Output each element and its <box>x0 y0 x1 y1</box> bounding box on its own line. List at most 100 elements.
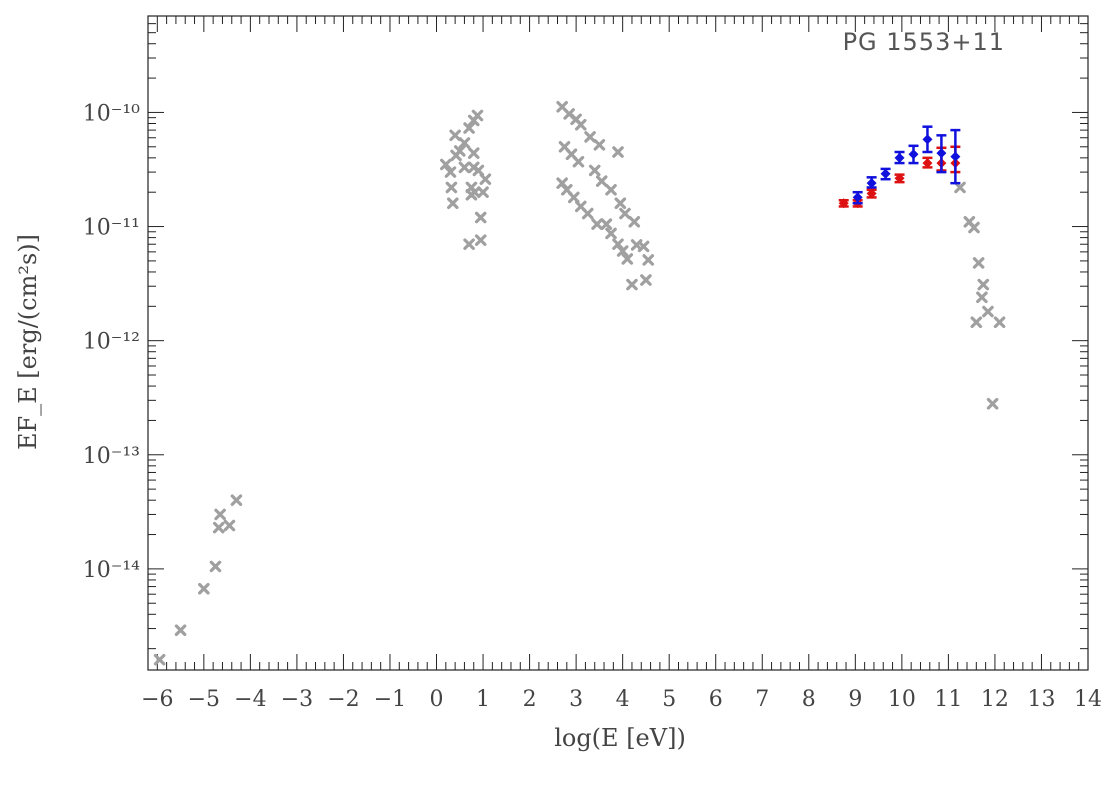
data-point <box>612 146 624 158</box>
data-point <box>174 624 187 637</box>
data-point <box>986 397 999 410</box>
data-point <box>468 186 481 198</box>
data-point <box>153 653 166 666</box>
x-axis-label: log(E [eV]) <box>554 724 686 752</box>
data-point <box>223 519 236 532</box>
x-tick-label: 1 <box>476 687 490 712</box>
data-point <box>471 109 484 122</box>
data-point <box>637 240 650 253</box>
data-point <box>936 134 947 174</box>
data-point <box>621 253 634 265</box>
data-point <box>977 278 990 291</box>
x-tick-label: 7 <box>755 687 769 712</box>
data-point <box>922 156 933 169</box>
data-point <box>894 150 905 165</box>
data-point <box>453 145 466 157</box>
y-tick-label: 10⁻¹³ <box>83 444 140 469</box>
data-point <box>591 218 603 230</box>
data-point <box>628 216 641 228</box>
data-point <box>972 257 985 269</box>
x-tick-label: −3 <box>281 687 313 712</box>
data-point <box>976 291 988 304</box>
data-point <box>479 173 492 185</box>
data-point <box>463 122 475 134</box>
data-point <box>908 144 919 165</box>
data-point <box>852 190 863 205</box>
y-tick-label: 10⁻¹¹ <box>83 216 140 241</box>
data-point <box>567 191 580 204</box>
series-2 <box>852 125 961 205</box>
plot-frame <box>147 15 1089 671</box>
data-point <box>467 147 480 159</box>
x-tick-label: 9 <box>848 687 862 712</box>
data-point <box>440 158 452 171</box>
x-tick-label: 2 <box>523 687 537 712</box>
data-point <box>477 186 489 198</box>
data-point <box>968 221 980 234</box>
x-tick-label: 3 <box>569 687 583 712</box>
data-point <box>584 131 596 143</box>
data-point <box>449 129 461 142</box>
data-point <box>880 167 891 181</box>
data-point <box>472 164 485 177</box>
data-point <box>982 305 994 318</box>
data-point <box>572 155 585 168</box>
data-point <box>474 234 487 246</box>
series-0 <box>153 101 1006 666</box>
data-point <box>838 198 849 209</box>
x-tick-label: −5 <box>188 687 220 712</box>
x-tick-label: 14 <box>1074 687 1102 712</box>
data-point <box>950 128 961 185</box>
data-point <box>894 173 905 184</box>
x-axis-ticks: −6 −5 −4 −3 −2 −1 0 1 2 3 4 5 6 7 8 9 10 11 12 13 14 <box>141 16 1102 712</box>
data-point <box>445 181 458 194</box>
data-point <box>642 254 655 266</box>
x-tick-label: −2 <box>327 687 359 712</box>
chart-title: PG 1553+11 <box>843 28 1005 56</box>
data-point <box>463 238 475 251</box>
y-tick-label: 10⁻¹⁰ <box>83 101 140 126</box>
data-point <box>993 316 1006 329</box>
data-point <box>970 316 983 329</box>
y-tick-label: 10⁻¹⁴ <box>83 558 140 583</box>
x-tick-label: −4 <box>234 687 266 712</box>
data-point <box>616 245 629 257</box>
x-tick-label: 8 <box>802 687 816 712</box>
data-point <box>614 197 627 210</box>
data-point <box>214 508 226 521</box>
data-point <box>626 278 638 291</box>
x-tick-label: 6 <box>709 687 723 712</box>
data-point <box>209 560 222 573</box>
data-point <box>588 164 601 177</box>
data-point <box>619 207 631 220</box>
data-point <box>574 118 587 131</box>
x-tick-label: 10 <box>888 687 916 712</box>
data-point <box>212 521 225 534</box>
data-point <box>474 211 487 224</box>
y-axis-ticks: 10⁻¹⁰ 10⁻¹¹ 10⁻¹² 10⁻¹³ 10⁻¹⁴ <box>83 23 1088 650</box>
data-point <box>458 137 471 149</box>
x-tick-label: 0 <box>430 687 444 712</box>
y-tick-label: 10⁻¹² <box>83 330 140 355</box>
data-point <box>198 582 210 595</box>
data-point <box>447 197 459 210</box>
data-point <box>593 139 606 151</box>
data-point <box>922 125 933 154</box>
x-tick-label: 4 <box>616 687 630 712</box>
data-point <box>458 161 471 174</box>
x-tick-label: −1 <box>374 687 406 712</box>
x-tick-label: 13 <box>1027 687 1055 712</box>
data-point <box>595 175 608 187</box>
x-tick-label: 11 <box>934 687 962 712</box>
data-points <box>153 101 1006 666</box>
data-point <box>605 183 617 196</box>
x-tick-label: 5 <box>662 687 676 712</box>
x-tick-label: 12 <box>981 687 1009 712</box>
data-point <box>954 181 966 194</box>
y-axis-label: EF_E [erg/(cm²s)] <box>14 234 42 450</box>
plot-border <box>147 15 1089 671</box>
x-tick-label: −6 <box>141 687 173 712</box>
data-point <box>605 227 617 240</box>
data-point <box>640 274 652 286</box>
